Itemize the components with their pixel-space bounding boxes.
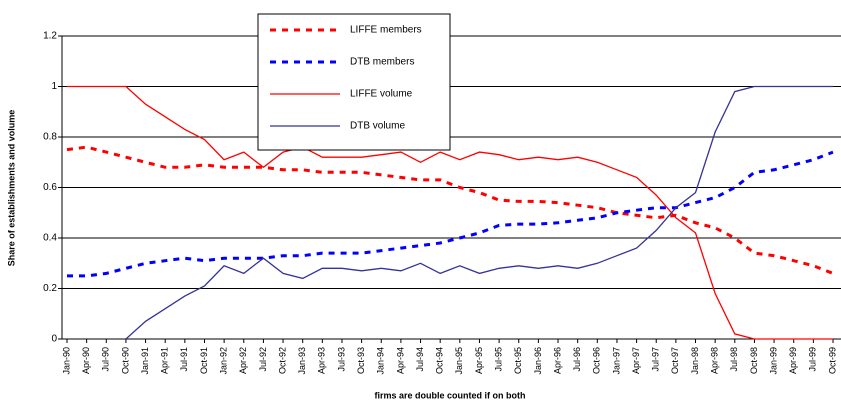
x-tick-label: Oct-97 bbox=[670, 347, 680, 374]
x-tick-label: Jul-94 bbox=[415, 347, 425, 372]
x-tick-label: Apr-94 bbox=[395, 347, 405, 374]
x-axis-title: firms are double counted if on both bbox=[374, 390, 525, 400]
y-tick-label: 0.6 bbox=[43, 182, 57, 193]
x-tick-label: Jan-90 bbox=[61, 347, 71, 375]
x-tick-label: Apr-92 bbox=[238, 347, 248, 374]
x-tick-label: Apr-90 bbox=[81, 347, 91, 374]
legend-label: LIFFE volume bbox=[350, 89, 413, 100]
series-line bbox=[125, 85, 833, 340]
x-tick-label: Jan-98 bbox=[690, 347, 700, 375]
y-tick-label: 1.2 bbox=[43, 31, 57, 42]
x-tick-label: Jul-90 bbox=[101, 347, 111, 372]
x-tick-label: Apr-96 bbox=[552, 347, 562, 374]
x-tick-label: Jan-91 bbox=[140, 347, 150, 375]
y-axis-title: Share of establishments and volume bbox=[6, 110, 16, 267]
x-tick-label: Jan-96 bbox=[533, 347, 543, 375]
x-tick-label: Oct-93 bbox=[356, 347, 366, 374]
x-tick-label: Oct-98 bbox=[749, 347, 759, 374]
x-tick-label: Apr-99 bbox=[788, 347, 798, 374]
x-tick-label: Apr-97 bbox=[631, 347, 641, 374]
x-tick-label: Oct-99 bbox=[827, 347, 837, 374]
x-tick-label: Jan-94 bbox=[376, 347, 386, 375]
x-tick-label: Jan-92 bbox=[219, 347, 229, 375]
x-tick-label: Apr-95 bbox=[474, 347, 484, 374]
x-tick-label: Apr-93 bbox=[317, 347, 327, 374]
x-tick-label: Oct-92 bbox=[277, 347, 287, 374]
x-tick-label: Jan-93 bbox=[297, 347, 307, 375]
legend bbox=[257, 13, 451, 151]
x-tick-label: Oct-95 bbox=[513, 347, 523, 374]
y-tick-label: 1 bbox=[51, 81, 57, 92]
x-tick-label: Jul-98 bbox=[729, 347, 739, 372]
series-line bbox=[67, 150, 834, 278]
x-tick-label: Jul-96 bbox=[572, 347, 582, 372]
x-tick-label: Apr-91 bbox=[160, 347, 170, 374]
x-tick-label: Jul-95 bbox=[493, 347, 503, 372]
x-tick-label: Jul-92 bbox=[258, 347, 268, 372]
legend-label: DTB members bbox=[350, 57, 414, 68]
y-tick-label: 0.4 bbox=[43, 233, 57, 244]
x-tick-label: Oct-90 bbox=[120, 347, 130, 374]
legend-label: LIFFE members bbox=[350, 25, 422, 36]
x-tick-label: Oct-96 bbox=[592, 347, 602, 374]
x-tick-label: Oct-91 bbox=[199, 347, 209, 374]
y-tick-label: 0.8 bbox=[43, 132, 57, 143]
y-tick-label: 0.2 bbox=[43, 283, 57, 294]
x-tick-label: Jan-99 bbox=[768, 347, 778, 375]
y-tick-label: 0 bbox=[51, 334, 57, 345]
x-tick-label: Jul-99 bbox=[808, 347, 818, 372]
series-line bbox=[67, 85, 833, 340]
x-tick-label: Jul-97 bbox=[651, 347, 661, 372]
series-line bbox=[66, 145, 834, 275]
x-tick-label: Oct-94 bbox=[435, 347, 445, 374]
legend-label: DTB volume bbox=[350, 121, 405, 132]
x-tick-label: Jan-97 bbox=[611, 347, 621, 375]
x-tick-label: Apr-98 bbox=[710, 347, 720, 374]
x-tick-label: Jul-93 bbox=[336, 347, 346, 372]
x-tick-label: Jan-95 bbox=[454, 347, 464, 375]
x-tick-label: Jul-91 bbox=[179, 347, 189, 372]
